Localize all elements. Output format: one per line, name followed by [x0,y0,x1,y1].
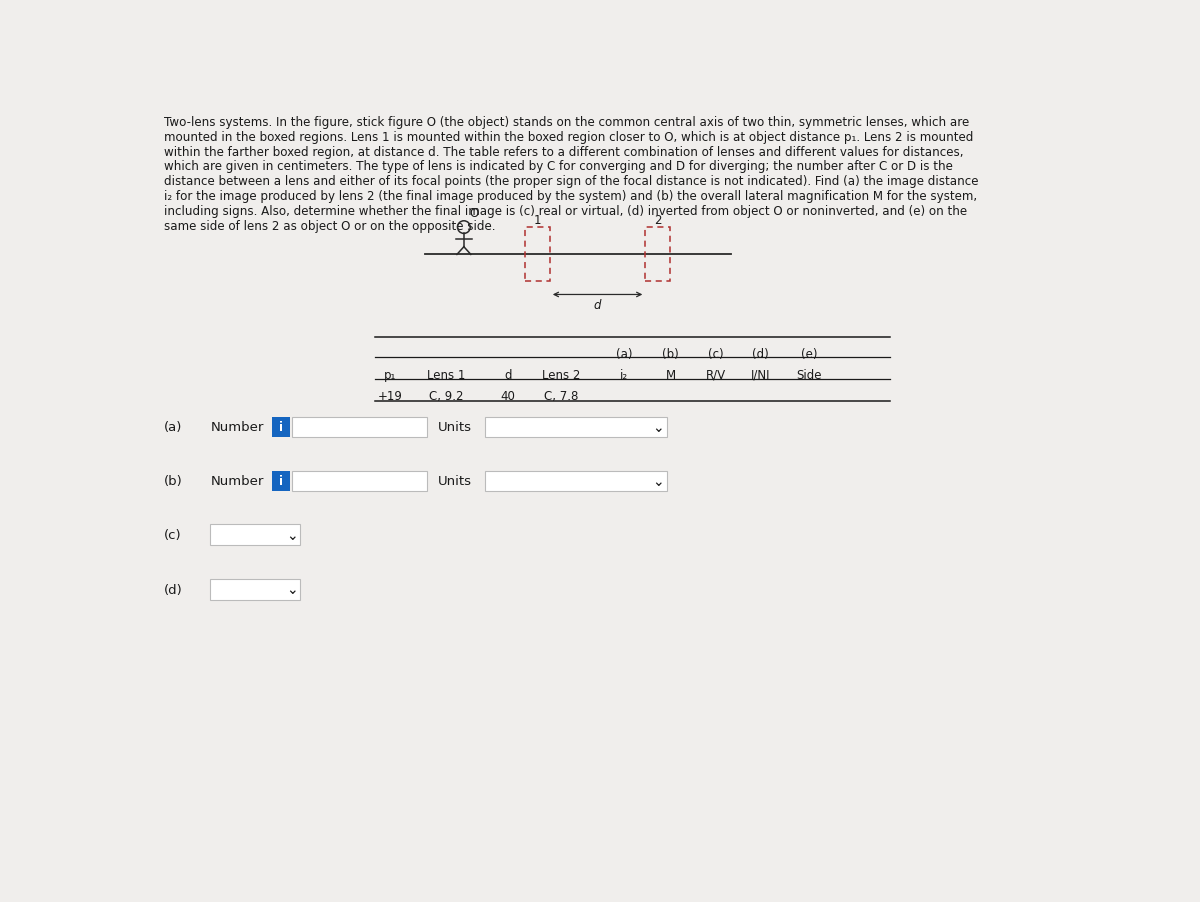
Text: (b): (b) [164,474,182,488]
Text: Number: Number [210,474,264,488]
Text: d: d [594,299,601,311]
Text: ⌄: ⌄ [286,583,298,597]
Text: Number: Number [210,421,264,434]
Text: ⌄: ⌄ [652,420,664,435]
Text: (a): (a) [164,421,182,434]
Bar [272,418,289,437]
Bar [210,525,300,546]
Text: i: i [278,421,283,434]
Bar [526,228,550,282]
Text: Units: Units [438,474,473,488]
Text: i₂: i₂ [620,368,629,382]
Text: Lens 2: Lens 2 [541,368,580,382]
Text: (e): (e) [800,348,817,361]
Bar [485,471,667,492]
Text: d: d [504,368,512,382]
Text: +19: +19 [378,390,403,402]
Text: p₁: p₁ [384,368,396,382]
Text: (a): (a) [616,348,632,361]
Text: Two-lens systems. In the figure, stick figure O (the object) stands on the commo: Two-lens systems. In the figure, stick f… [164,116,970,129]
Bar [646,228,670,282]
Bar [210,579,300,600]
Text: (c): (c) [708,348,724,361]
Text: including signs. Also, determine whether the final image is (c) real or virtual,: including signs. Also, determine whether… [164,205,967,217]
Text: 40: 40 [500,390,516,402]
Text: Side: Side [796,368,822,382]
Text: (b): (b) [662,348,679,361]
Text: within the farther boxed region, at distance d. The table refers to a different : within the farther boxed region, at dist… [164,145,964,159]
Text: distance between a lens and either of its focal points (the proper sign of the f: distance between a lens and either of it… [164,175,978,188]
Bar [292,471,427,492]
Text: (d): (d) [164,584,182,596]
Text: 2: 2 [654,214,661,226]
Text: which are given in centimeters. The type of lens is indicated by C for convergin: which are given in centimeters. The type… [164,161,953,173]
Text: C, 9.2: C, 9.2 [428,390,463,402]
Text: (c): (c) [164,529,181,541]
Text: M: M [666,368,676,382]
Bar [485,418,667,437]
Text: i: i [278,474,283,488]
Text: C, 7.8: C, 7.8 [544,390,578,402]
Bar [272,471,289,492]
Text: mounted in the boxed regions. Lens 1 is mounted within the boxed region closer t: mounted in the boxed regions. Lens 1 is … [164,131,973,143]
Text: ⌄: ⌄ [652,474,664,488]
Bar [292,418,427,437]
Text: O: O [469,207,479,220]
Text: I/NI: I/NI [751,368,770,382]
Text: 1: 1 [534,214,541,226]
Text: (d): (d) [752,348,769,361]
Text: i₂ for the image produced by lens 2 (the final image produced by the system) and: i₂ for the image produced by lens 2 (the… [164,189,977,203]
Text: Units: Units [438,421,473,434]
Text: Lens 1: Lens 1 [427,368,466,382]
Text: same side of lens 2 as object O or on the opposite side.: same side of lens 2 as object O or on th… [164,219,496,233]
Text: R/V: R/V [706,368,726,382]
Text: ⌄: ⌄ [286,529,298,542]
